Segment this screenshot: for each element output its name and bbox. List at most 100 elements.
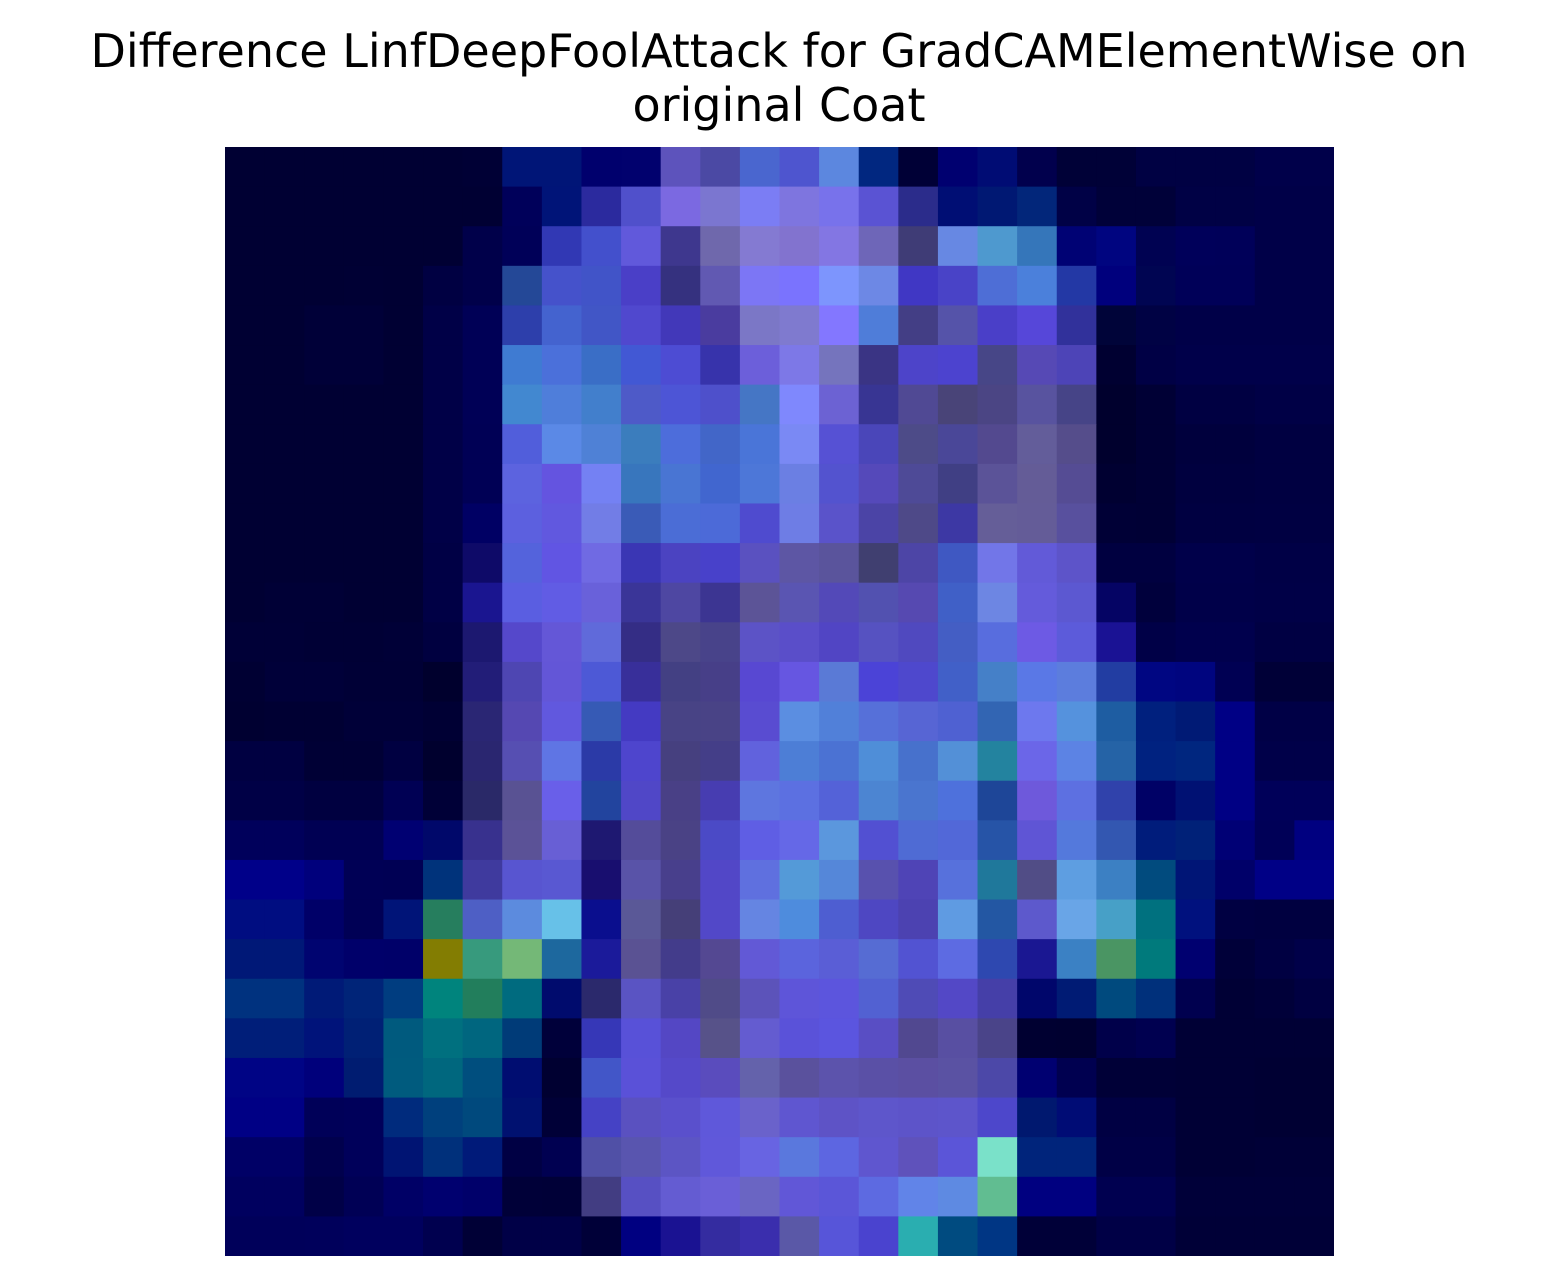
heatmap-cell-r3-c2: [304, 265, 345, 307]
heatmap-cell-r4-c26: [1254, 305, 1295, 346]
heatmap-cell-r13-c19: [977, 661, 1018, 703]
heatmap-cell-r0-c4: [383, 147, 424, 188]
heatmap-cell-r23-c17: [898, 1057, 939, 1099]
heatmap-cell-r6-c15: [819, 384, 860, 425]
heatmap-cell-r11-c12: [700, 582, 741, 623]
heatmap-cell-r5-c24: [1175, 345, 1216, 386]
heatmap-cell-r6-c22: [1096, 384, 1137, 425]
heatmap-cell-r2-c11: [660, 226, 701, 267]
heatmap-cell-r21-c1: [264, 978, 305, 1019]
heatmap-cell-r2-c0: [225, 226, 266, 267]
heatmap-cell-r9-c10: [621, 503, 662, 544]
heatmap-cell-r14-c23: [1135, 701, 1177, 742]
heatmap-cell-r24-c8: [541, 1097, 583, 1138]
heatmap-cell-r14-c11: [660, 701, 701, 742]
heatmap-cell-r10-c21: [1056, 543, 1097, 584]
heatmap-cell-r22-c24: [1175, 1018, 1216, 1059]
heatmap-cell-r11-c5: [423, 582, 464, 623]
heatmap-cell-r20-c17: [898, 939, 939, 980]
heatmap-cell-r11-c6: [462, 582, 503, 623]
heatmap-cell-r20-c2: [304, 939, 345, 980]
heatmap-cell-r7-c18: [937, 424, 979, 465]
heatmap-cell-r26-c2: [304, 1176, 345, 1217]
heatmap-cell-r12-c8: [541, 622, 583, 663]
heatmap-cell-r18-c25: [1215, 859, 1256, 901]
heatmap-cell-r8-c26: [1254, 463, 1295, 505]
heatmap-cell-r3-c19: [977, 265, 1018, 307]
heatmap-cell-r6-c23: [1135, 384, 1177, 425]
heatmap-cell-r25-c18: [937, 1137, 979, 1178]
heatmap-cell-r7-c13: [739, 424, 781, 465]
heatmap-cell-r7-c19: [977, 424, 1018, 465]
heatmap-cell-r3-c18: [937, 265, 979, 307]
heatmap-cell-r23-c19: [977, 1057, 1018, 1099]
heatmap-cell-r18-c3: [343, 859, 385, 901]
heatmap: [225, 147, 1334, 1256]
heatmap-cell-r18-c2: [304, 859, 345, 901]
heatmap-cell-r25-c0: [225, 1137, 266, 1178]
heatmap-cell-r27-c25: [1215, 1216, 1256, 1256]
heatmap-cell-r10-c17: [898, 543, 939, 584]
heatmap-cell-r21-c19: [977, 978, 1018, 1019]
heatmap-cell-r6-c4: [383, 384, 424, 425]
heatmap-cell-r20-c19: [977, 939, 1018, 980]
heatmap-cell-r4-c13: [739, 305, 781, 346]
heatmap-cell-r25-c8: [541, 1137, 583, 1178]
heatmap-cell-r2-c18: [937, 226, 979, 267]
heatmap-cell-r14-c7: [502, 701, 543, 742]
heatmap-cell-r8-c10: [621, 463, 662, 505]
heatmap-cell-r16-c23: [1135, 780, 1177, 821]
heatmap-cell-r15-c18: [937, 741, 979, 782]
heatmap-cell-r21-c12: [700, 978, 741, 1019]
heatmap-cell-r14-c18: [937, 701, 979, 742]
heatmap-cell-r11-c18: [937, 582, 979, 623]
heatmap-cell-r23-c15: [819, 1057, 860, 1099]
heatmap-cell-r6-c27: [1294, 384, 1334, 425]
heatmap-cell-r14-c3: [343, 701, 385, 742]
heatmap-cell-r14-c21: [1056, 701, 1097, 742]
heatmap-cell-r1-c1: [264, 186, 305, 227]
heatmap-cell-r0-c2: [304, 147, 345, 188]
heatmap-cell-r4-c0: [225, 305, 266, 346]
heatmap-cell-r17-c7: [502, 820, 543, 861]
heatmap-cell-r13-c26: [1254, 661, 1295, 703]
heatmap-cell-r7-c25: [1215, 424, 1256, 465]
heatmap-cell-r26-c25: [1215, 1176, 1256, 1217]
heatmap-cell-r10-c3: [343, 543, 385, 584]
heatmap-cell-r9-c6: [462, 503, 503, 544]
heatmap-cell-r27-c9: [581, 1216, 622, 1256]
heatmap-cell-r17-c24: [1175, 820, 1216, 861]
heatmap-cell-r17-c6: [462, 820, 503, 861]
heatmap-cell-r24-c6: [462, 1097, 503, 1138]
heatmap-cell-r27-c13: [739, 1216, 781, 1256]
heatmap-cell-r19-c20: [1017, 899, 1058, 940]
heatmap-cell-r4-c12: [700, 305, 741, 346]
heatmap-cell-r20-c1: [264, 939, 305, 980]
heatmap-cell-r21-c25: [1215, 978, 1256, 1019]
heatmap-cell-r11-c0: [225, 582, 266, 623]
heatmap-cell-r22-c16: [858, 1018, 899, 1059]
heatmap-cell-r22-c20: [1017, 1018, 1058, 1059]
heatmap-cell-r27-c26: [1254, 1216, 1295, 1256]
heatmap-cell-r24-c19: [977, 1097, 1018, 1138]
heatmap-cell-r15-c12: [700, 741, 741, 782]
heatmap-cell-r24-c22: [1096, 1097, 1137, 1138]
heatmap-cell-r10-c20: [1017, 543, 1058, 584]
heatmap-cell-r21-c8: [541, 978, 583, 1019]
heatmap-cell-r10-c24: [1175, 543, 1216, 584]
heatmap-cell-r7-c6: [462, 424, 503, 465]
heatmap-cell-r5-c14: [779, 345, 820, 386]
heatmap-cell-r11-c13: [739, 582, 781, 623]
heatmap-cell-r1-c9: [581, 186, 622, 227]
heatmap-cell-r5-c21: [1056, 345, 1097, 386]
heatmap-cell-r24-c11: [660, 1097, 701, 1138]
heatmap-cell-r6-c20: [1017, 384, 1058, 425]
heatmap-cell-r19-c9: [581, 899, 622, 940]
heatmap-cell-r11-c4: [383, 582, 424, 623]
heatmap-cell-r4-c10: [621, 305, 662, 346]
heatmap-cell-r0-c20: [1017, 147, 1058, 188]
heatmap-cell-r7-c8: [541, 424, 583, 465]
heatmap-cell-r2-c27: [1294, 226, 1334, 267]
heatmap-cell-r8-c21: [1056, 463, 1097, 505]
heatmap-cell-r11-c19: [977, 582, 1018, 623]
